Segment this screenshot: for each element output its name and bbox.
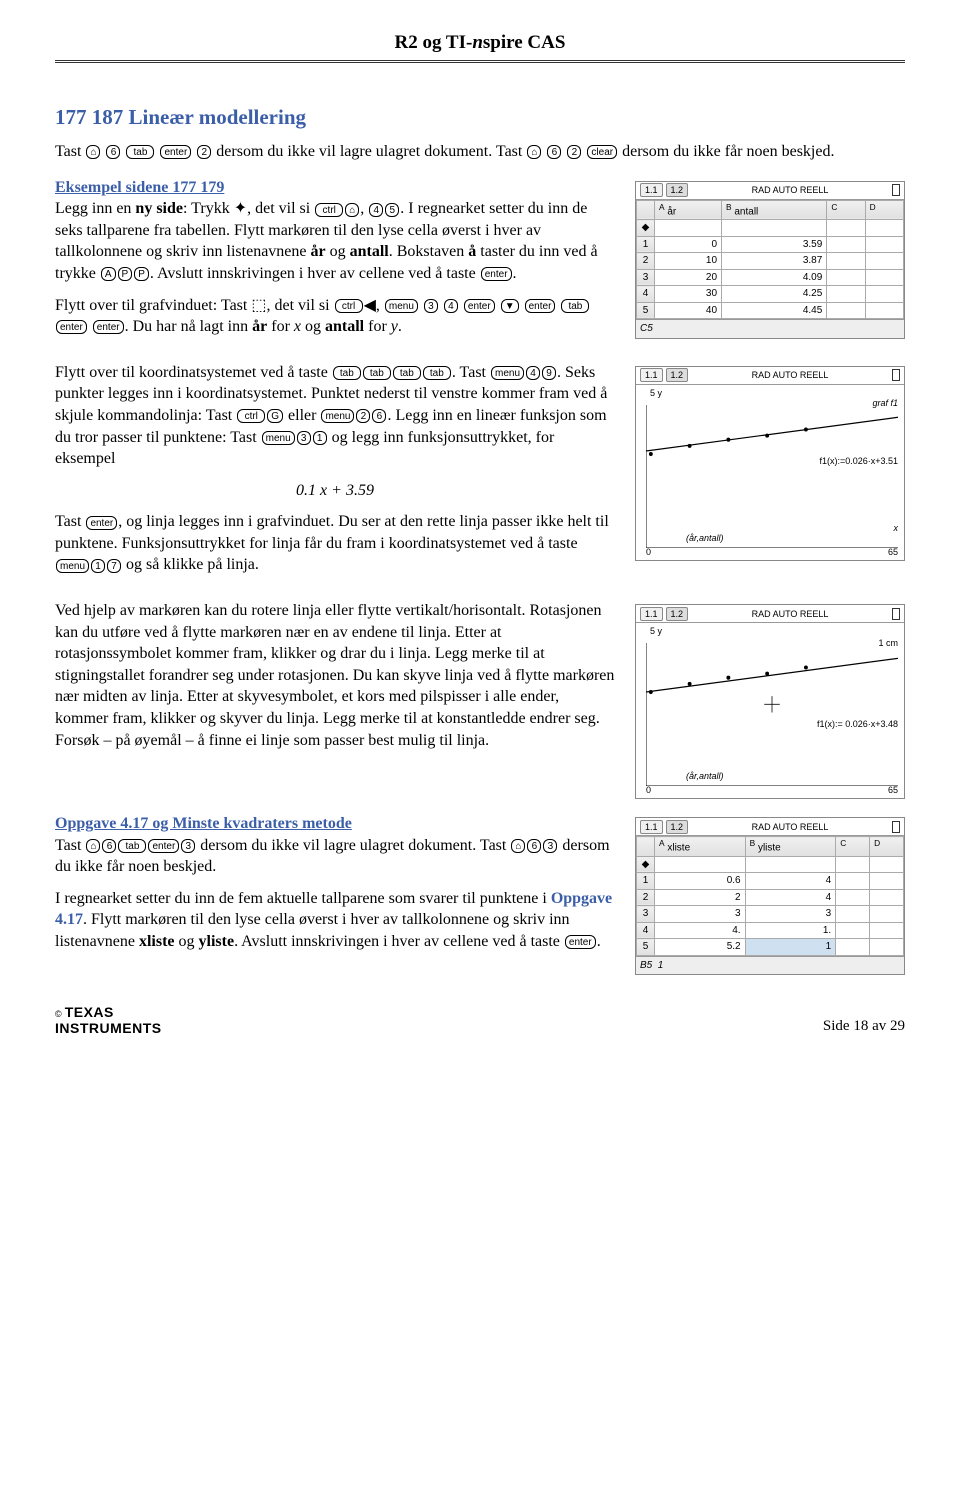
data-table-1: A årB antallCD ◆ 103.59 2103.87 3204.09 … (636, 200, 904, 320)
cell-reference-2: B5 1 (636, 956, 904, 975)
calc-table-2: 1.1 1.2 RAD AUTO REELL A xlisteB ylisteC… (635, 817, 905, 975)
tab-1-2: 1.2 (666, 183, 689, 197)
page-header: R2 og TI-nspire CAS (55, 30, 905, 63)
calc-table-1: 1.1 1.2 RAD AUTO REELL A årB antallCD ◆ … (635, 181, 905, 339)
battery-icon (892, 184, 900, 196)
section-title-linear: 177 187 Lineær modellering (55, 103, 905, 131)
page-number: Side 18 av 29 (823, 1016, 905, 1036)
para-intro-keys: Tast ⌂ 6 tab enter 2 dersom du ikke vil … (55, 141, 905, 163)
page-footer: © TEXAS INSTRUMENTS Side 18 av 29 (55, 1005, 905, 1036)
section2-text: Oppgave 4.17 og Minste kvadraters metode… (55, 813, 615, 963)
cell-reference: C5 (636, 319, 904, 338)
section2-title: Oppgave 4.17 og Minste kvadraters metode (55, 813, 615, 835)
calc-graph-2: 1.1 1.2 RAD AUTO REELL 5 y 1 cm (635, 604, 905, 799)
para-coord-system: Flytt over til koordinatsystemet ved å t… (55, 362, 615, 586)
example-heading: Eksempel sidene 177 179 (55, 179, 224, 196)
example-text: Eksempel sidene 177 179 Legg inn en ny s… (55, 177, 615, 348)
para-rotate: Ved hjelp av markøren kan du rotere linj… (55, 600, 615, 761)
tab-1-1: 1.1 (640, 183, 663, 197)
calc-graph-1: 1.1 1.2 RAD AUTO REELL 5 y graf f1 (635, 366, 905, 561)
key-home: ⌂ (86, 145, 100, 159)
ti-logo: © TEXAS INSTRUMENTS (55, 1005, 162, 1036)
data-table-2: A xlisteB ylisteCD ◆ 10.64 224 333 44.1.… (636, 836, 904, 956)
